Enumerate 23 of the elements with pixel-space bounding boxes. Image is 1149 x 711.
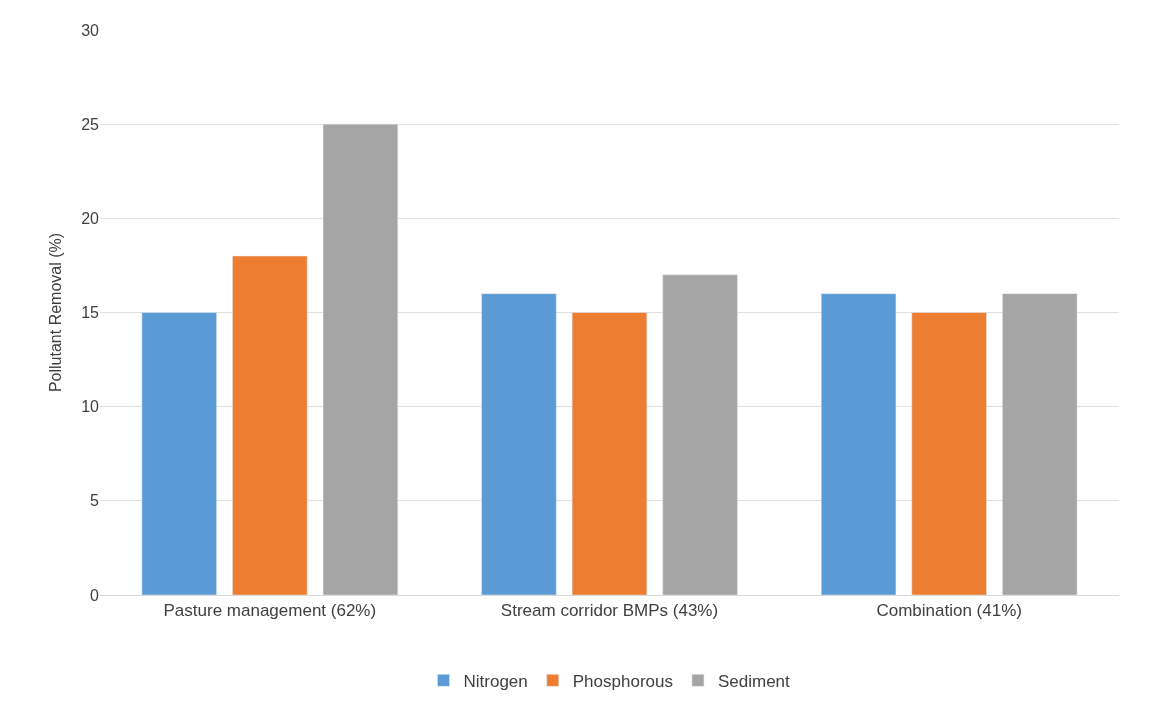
y-tick-label: 0 <box>90 586 100 604</box>
bar <box>141 312 217 595</box>
bar <box>481 293 557 595</box>
y-tick-label: 15 <box>81 304 100 322</box>
y-axis-title: Pollutant Removal (%) <box>47 232 65 393</box>
legend-label: Nitrogen <box>463 671 528 691</box>
bar <box>1002 293 1078 595</box>
x-tick-label: Pasture management (62%) <box>163 601 377 621</box>
x-tick-label: Stream corridor BMPs (43%) <box>500 601 719 621</box>
bar <box>820 293 897 595</box>
bar <box>571 312 648 595</box>
x-tick-label: Combination (41%) <box>876 601 1022 621</box>
bar <box>911 312 987 595</box>
legend-label: Sediment <box>717 671 791 691</box>
legend-label: Phosphorous <box>572 671 673 691</box>
bar <box>232 255 308 595</box>
y-tick-label: 20 <box>81 209 100 227</box>
bar <box>662 274 738 595</box>
y-tick-label: 25 <box>81 115 100 133</box>
y-tick-label: 30 <box>81 21 100 39</box>
y-tick-label: 5 <box>90 492 100 510</box>
bar <box>322 123 399 595</box>
y-tick-label: 10 <box>81 398 100 416</box>
